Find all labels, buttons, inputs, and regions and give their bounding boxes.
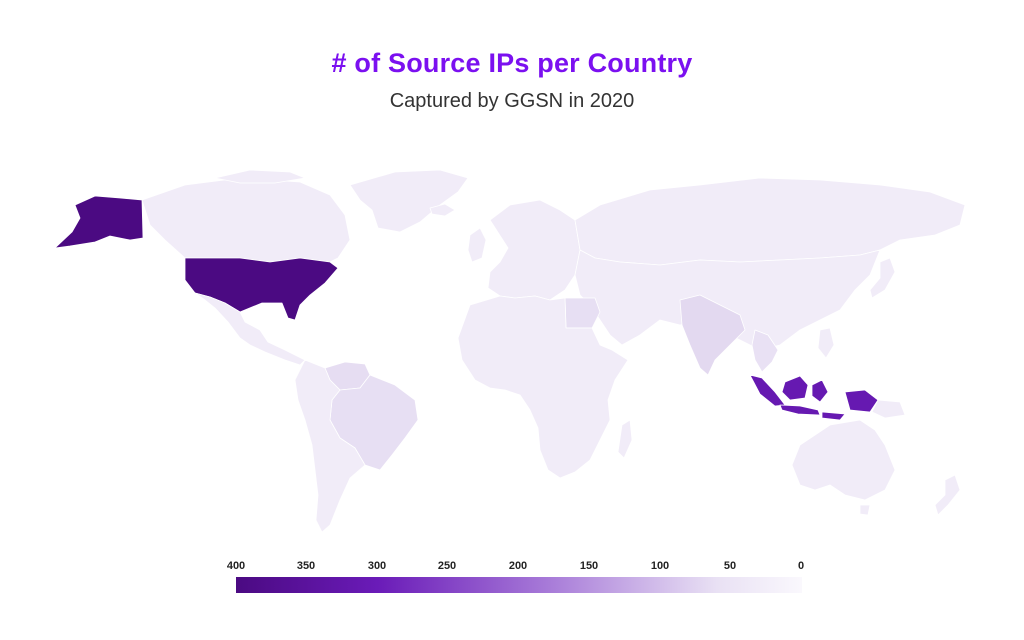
legend-tick: 200 [508, 560, 528, 572]
country-new-zealand [934, 474, 961, 516]
country-indonesia-borneo [781, 375, 809, 401]
legend-tick: 150 [579, 560, 599, 572]
world-map [54, 169, 966, 533]
region-south-america [294, 359, 366, 533]
country-russia [574, 177, 966, 266]
country-indonesia-java [779, 404, 821, 416]
country-iceland [429, 203, 456, 217]
country-indonesia-papua [844, 389, 879, 413]
country-greenland [349, 169, 469, 233]
country-united-states [184, 257, 339, 321]
country-australia [791, 419, 896, 501]
country-thailand [751, 329, 779, 373]
country-egypt [564, 297, 601, 329]
country-alaska [54, 195, 144, 249]
country-papua-new-guinea [871, 399, 906, 419]
legend-tick: 50 [723, 560, 737, 572]
region-europe [487, 199, 581, 301]
legend-tick: 350 [296, 560, 316, 572]
country-uk [467, 227, 487, 263]
country-japan [869, 257, 896, 299]
country-philippines [817, 327, 835, 359]
region-arctic-islands [214, 169, 306, 184]
country-mexico [194, 292, 306, 366]
country-madagascar [617, 419, 633, 459]
chart-title: # of Source IPs per Country [331, 48, 693, 78]
country-tasmania [859, 504, 871, 516]
legend-tick: 400 [226, 560, 246, 572]
legend-tick: 100 [650, 560, 670, 572]
legend-tick-labels: 400 350 300 250 200 150 100 50 0 [225, 560, 820, 574]
country-canada [141, 177, 351, 263]
country-indonesia-sumatra [749, 374, 786, 407]
country-indonesia-lesser-sunda [821, 411, 846, 421]
country-india [679, 294, 746, 376]
chart-subtitle: Captured by GGSN in 2020 [389, 90, 635, 112]
legend-tick: 0 [797, 560, 805, 572]
region-africa [457, 295, 629, 479]
country-indonesia-sulawesi [811, 379, 829, 403]
legend-color-scale [236, 577, 802, 593]
region-asia [574, 249, 881, 351]
legend-tick: 250 [437, 560, 457, 572]
legend-tick: 300 [367, 560, 387, 572]
